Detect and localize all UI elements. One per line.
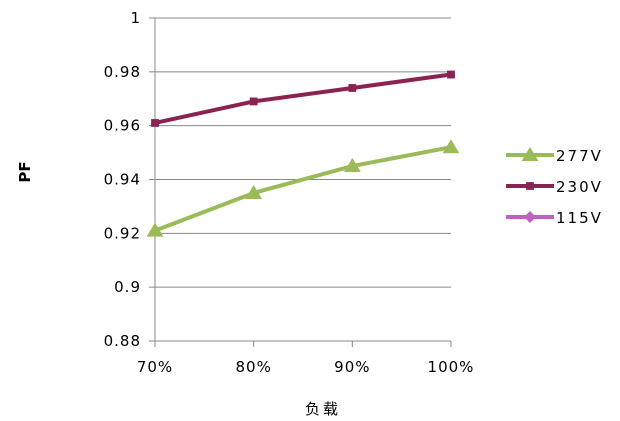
data-point	[151, 119, 159, 127]
data-point	[526, 182, 534, 190]
data-point	[442, 139, 460, 154]
x-tick-labels: 70% 80% 90% 100%	[137, 358, 475, 376]
legend-label: 115V	[556, 209, 603, 227]
y-tick-label: 0.9	[114, 278, 141, 296]
series-lines	[146, 70, 460, 237]
x-axis-title: 负载	[305, 400, 341, 418]
legend-label: 277V	[556, 147, 603, 165]
data-point	[343, 158, 361, 173]
y-tick-labels: 1 0.98 0.96 0.94 0.92 0.9 0.88	[104, 9, 141, 350]
y-tick-label: 0.94	[104, 171, 141, 189]
data-point	[521, 147, 539, 161]
y-tick-label: 0.92	[104, 224, 141, 242]
x-tick-label: 100%	[428, 358, 475, 376]
data-point	[249, 97, 258, 106]
y-tick-label: 1	[130, 9, 141, 27]
series-line	[154, 72, 452, 125]
x-tick-label: 80%	[235, 358, 271, 376]
data-point	[524, 211, 536, 223]
axes	[154, 18, 451, 342]
y-tick-label: 0.96	[104, 117, 141, 135]
legend-label: 230V	[556, 178, 603, 196]
y-axis-title: PF	[16, 161, 34, 182]
legend: 277V 230V 115V	[506, 147, 603, 227]
y-tick-label: 0.98	[104, 63, 141, 81]
y-tick-label: 0.88	[104, 332, 141, 350]
series-line	[154, 145, 452, 233]
data-point	[348, 84, 357, 92]
data-point	[245, 184, 263, 199]
gridlines	[149, 17, 452, 347]
x-tick-label: 70%	[137, 358, 173, 376]
x-tick-label: 90%	[334, 358, 370, 376]
data-point	[146, 222, 164, 237]
data-point	[447, 70, 455, 79]
